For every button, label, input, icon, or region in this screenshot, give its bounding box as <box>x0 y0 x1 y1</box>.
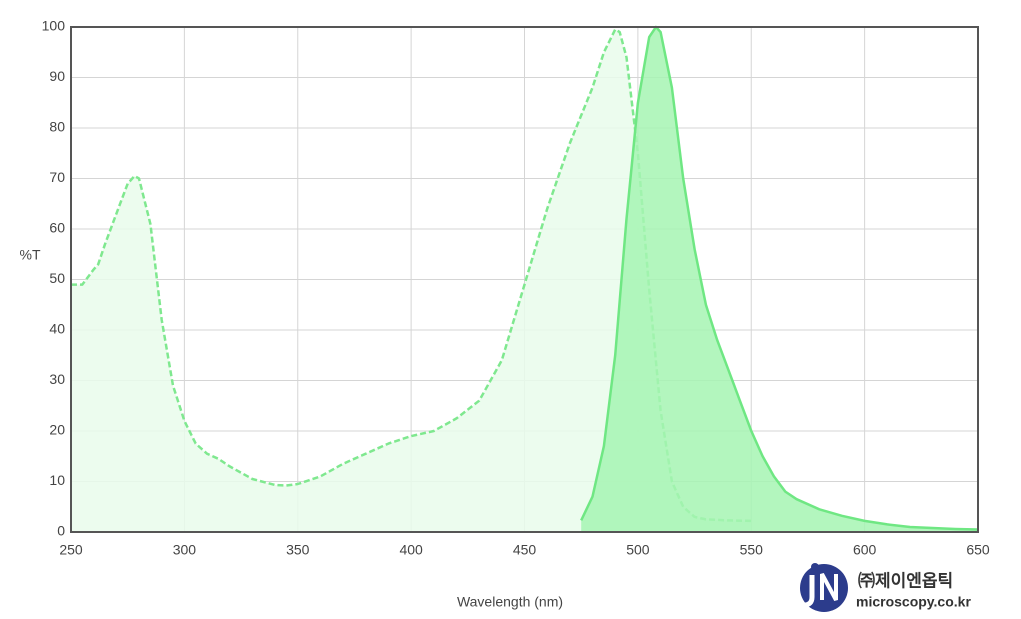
x-tick-label: 350 <box>286 542 310 558</box>
plot-area: 0 10 20 30 40 50 60 70 80 90 100 250 300 350 400 450 500… <box>42 18 990 558</box>
x-tick-label: 650 <box>966 542 990 558</box>
y-tick-label: 0 <box>57 523 65 539</box>
y-tick-label: 60 <box>49 220 65 236</box>
logo-url: microscopy.co.kr <box>856 594 971 610</box>
logo-j <box>803 575 815 608</box>
y-tick-label: 70 <box>49 169 65 185</box>
x-tick-label: 500 <box>626 542 650 558</box>
area-fill <box>581 27 978 532</box>
y-tick-label: 50 <box>49 270 65 286</box>
y-tick-label: 10 <box>49 472 65 488</box>
x-tick-label: 400 <box>399 542 423 558</box>
y-tick-label: 30 <box>49 371 65 387</box>
area-fill <box>71 29 752 532</box>
logo-dot <box>811 563 819 571</box>
logo-n <box>820 573 838 601</box>
plot-frame <box>70 26 979 533</box>
x-tick-label: 450 <box>513 542 537 558</box>
y-tick-label: 100 <box>42 18 66 34</box>
area-line <box>71 28 752 523</box>
x-tick-label: 300 <box>173 542 197 558</box>
area-line <box>580 25 979 531</box>
y-tick-label: 40 <box>49 321 65 337</box>
x-tick-label: 600 <box>853 542 877 558</box>
logo: ㈜제이엔옵틱 microscopy.co.kr <box>800 563 971 612</box>
x-axis-label: Wavelength (nm) <box>457 594 563 610</box>
y-axis-label: %T <box>20 247 41 263</box>
y-tick-label: 90 <box>49 68 65 84</box>
y-tick-label: 20 <box>49 422 65 438</box>
logo-name: ㈜제이엔옵틱 <box>858 570 953 590</box>
x-tick-label: 250 <box>59 542 83 558</box>
y-tick-label: 80 <box>49 119 65 135</box>
x-tick-label: 550 <box>740 542 764 558</box>
